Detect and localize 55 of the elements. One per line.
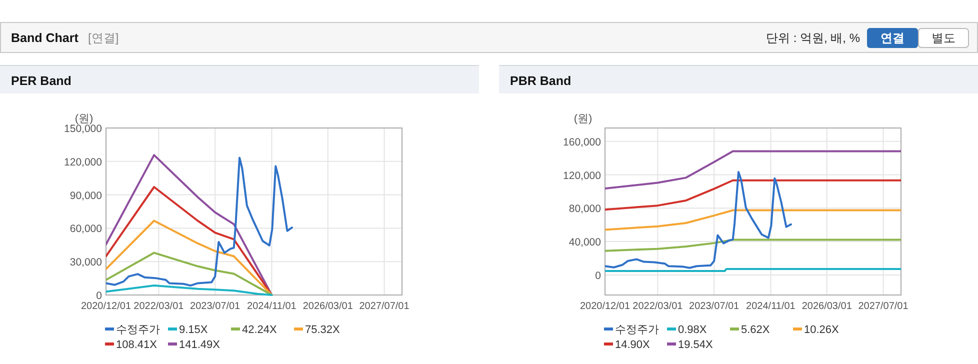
line-series	[605, 209, 901, 231]
x-tick-label: 2026/03/01	[802, 301, 852, 312]
legend-label: 9.15X	[179, 324, 208, 336]
legend-label: 14.90X	[615, 339, 651, 351]
y-tick-label: 150,000	[64, 123, 102, 135]
chart-title: PBR Band	[510, 74, 572, 88]
legend-label: 141.49X	[179, 339, 221, 351]
x-tick-label: 2020/12/01	[580, 301, 630, 312]
x-tick-label: 2024/11/01	[247, 301, 297, 312]
line-series	[106, 252, 273, 296]
text: 단위 : 억원, 배, %	[766, 31, 860, 45]
x-tick-label: 2024/11/01	[746, 301, 796, 312]
text: 연결	[880, 31, 904, 45]
legend-label: 19.54X	[678, 339, 714, 351]
line-series	[605, 150, 901, 190]
text: [연결]	[88, 31, 119, 45]
y-tick-label: 40,000	[568, 236, 602, 249]
legend-label: 5.62X	[741, 324, 770, 336]
text: 별도	[932, 31, 956, 45]
y-tick-label: 30,000	[70, 256, 102, 269]
y-tick-label: 160,000	[563, 136, 602, 148]
y-axis-title: (원)	[74, 113, 94, 125]
legend-label: 108.41X	[116, 339, 158, 351]
legend-label: 42.24X	[242, 324, 278, 336]
legend-label: 0.98X	[678, 324, 708, 336]
x-tick-label: 2027/07/01	[858, 301, 909, 312]
legend-label: 수정주가	[615, 324, 659, 336]
x-tick-label: 2027/07/01	[359, 301, 410, 312]
line-series	[106, 156, 293, 287]
line-series	[605, 238, 901, 252]
y-tick-label: 0	[96, 290, 102, 302]
x-tick-label: 2020/12/01	[80, 301, 132, 312]
line-series	[106, 284, 273, 296]
legend-label: 10.26X	[804, 324, 840, 336]
y-tick-label: 60,000	[70, 223, 102, 236]
legend-label: 75.32X	[305, 324, 341, 336]
line-series	[605, 179, 901, 211]
line-series	[605, 171, 792, 269]
y-tick-label: 120,000	[64, 156, 102, 168]
line-series	[106, 220, 273, 296]
legend-label: 수정주가	[116, 324, 160, 336]
x-tick-label: 2023/07/01	[190, 301, 241, 312]
y-tick-label: 90,000	[70, 190, 102, 202]
x-tick-label: 2023/07/01	[689, 301, 740, 312]
y-tick-label: 80,000	[568, 203, 602, 216]
x-tick-label: 2026/03/01	[302, 301, 354, 312]
chart-title: PER Band	[11, 74, 72, 88]
line-series	[106, 154, 273, 296]
y-axis-title: (원)	[574, 113, 592, 125]
y-tick-label: 120,000	[563, 170, 602, 182]
x-tick-label: 2022/03/01	[134, 301, 184, 312]
x-tick-label: 2022/03/01	[632, 301, 684, 312]
text: Band Chart	[11, 31, 80, 45]
line-series	[106, 186, 273, 296]
y-tick-label: 0	[595, 270, 602, 282]
